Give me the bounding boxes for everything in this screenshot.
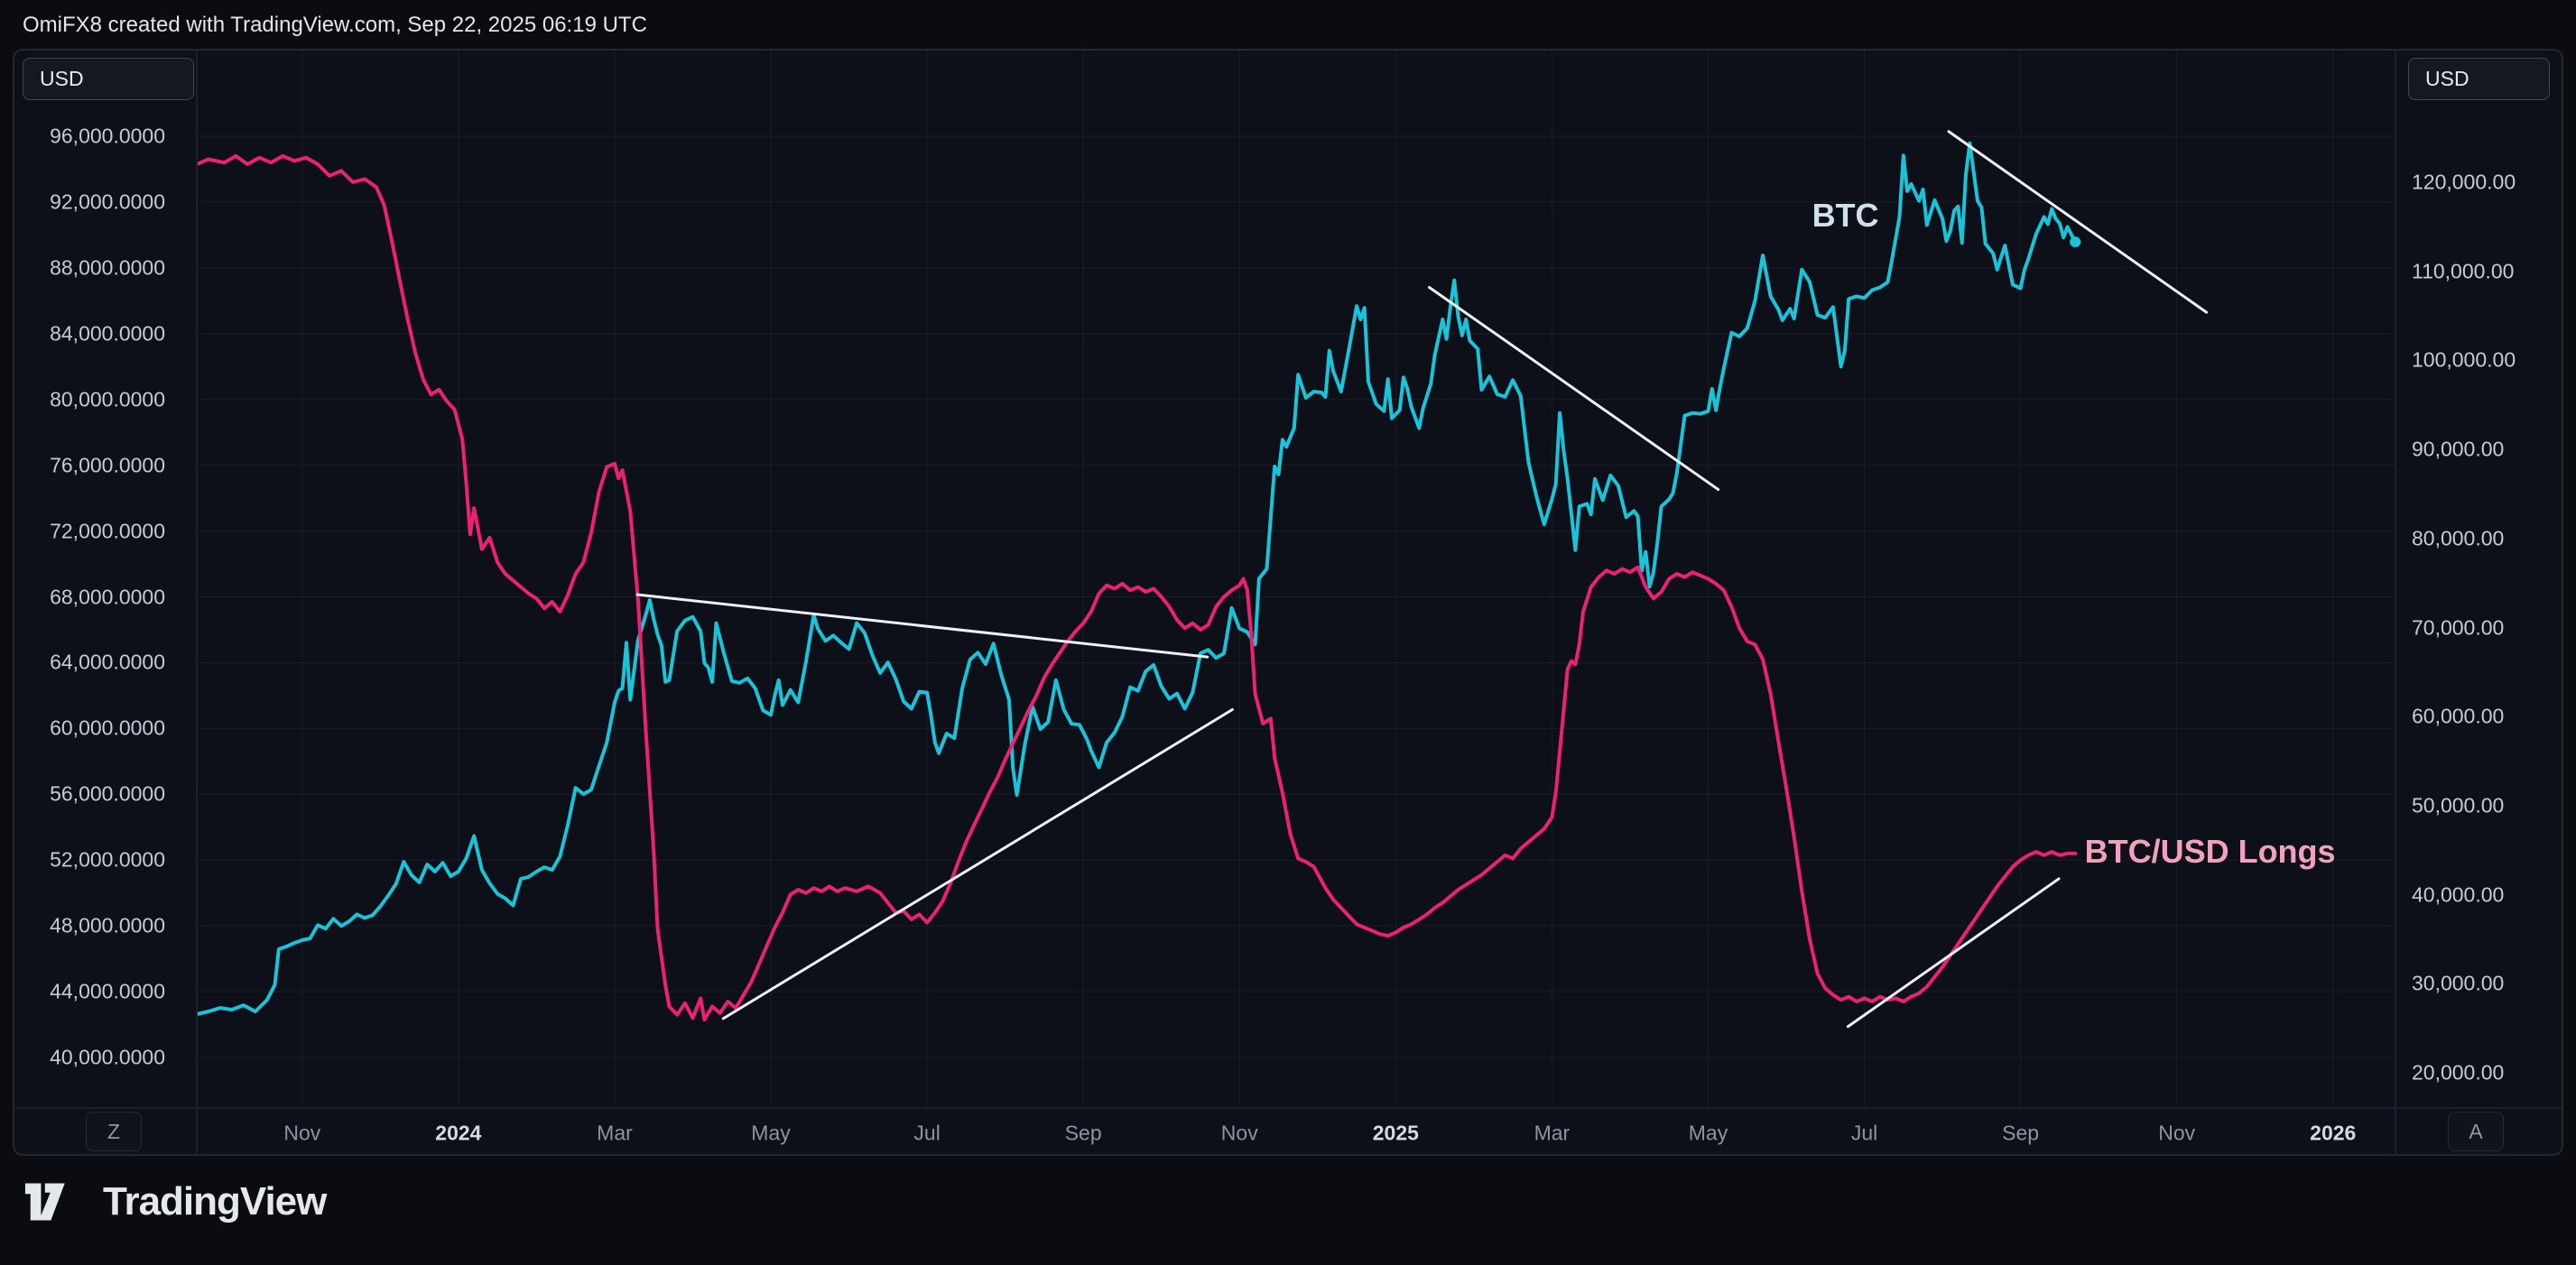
time-axis-tick: Nov xyxy=(2158,1121,2196,1145)
time-axis-tick: 2026 xyxy=(2310,1121,2357,1145)
time-axis-tick: Mar xyxy=(597,1121,633,1145)
series-line-btc[interactable] xyxy=(197,141,2078,1016)
time-axis-tick: May xyxy=(1688,1121,1728,1145)
time-scale[interactable]: Nov 2024 Mar May Jul Sep Nov 2025 Mar May Jul Sep No… xyxy=(0,0,2576,1155)
tradingview-logo-icon xyxy=(24,1183,65,1221)
time-axis-tick: Jul xyxy=(1850,1121,1878,1145)
left-axis-tick: 96,000.0000 xyxy=(50,124,165,148)
tradingview-wordmark: TradingView xyxy=(103,1179,327,1223)
right-axis-tick: 100,000.00 xyxy=(2412,347,2516,372)
time-axis-tick: May xyxy=(751,1121,791,1145)
left-price-scale-currency-button[interactable]: USD xyxy=(23,58,194,100)
left-axis-tick: 88,000.0000 xyxy=(50,255,165,280)
left-axis-tick: 40,000.0000 xyxy=(50,1045,165,1069)
right-axis-tick: 110,000.00 xyxy=(2412,259,2515,283)
left-axis-tick: 68,000.0000 xyxy=(50,585,165,608)
left-axis-tick: 60,000.0000 xyxy=(50,716,165,740)
left-axis-tick: 92,000.0000 xyxy=(50,189,165,214)
trendline-drawing[interactable] xyxy=(635,593,1209,659)
right-axis-tick: 30,000.00 xyxy=(2412,971,2505,995)
trendline-drawing[interactable] xyxy=(1947,130,2209,314)
left-axis-tick: 80,000.0000 xyxy=(50,387,165,411)
left-axis-tick: 76,000.0000 xyxy=(50,453,165,477)
left-price-scale[interactable]: 96,000.0000 92,000.0000 88,000.0000 84,000.… xyxy=(0,0,165,1155)
tradingview-logo[interactable]: TradingView xyxy=(23,1173,327,1231)
right-price-scale[interactable]: 120,000.00 110,000.00 100,000.00 90,000.00 8… xyxy=(2412,0,2576,1155)
left-axis-tick: 56,000.0000 xyxy=(50,781,165,806)
last-price-dot xyxy=(2070,236,2081,248)
left-axis-tick: 84,000.0000 xyxy=(50,321,165,346)
right-axis-tick: 50,000.00 xyxy=(2412,793,2505,817)
time-axis-tick: Sep xyxy=(1064,1121,1102,1145)
time-axis-tick: Sep xyxy=(2002,1121,2040,1145)
title-bar: OmiFX8 created with TradingView.com, Sep… xyxy=(0,0,2576,50)
right-axis-tick: 70,000.00 xyxy=(2412,615,2505,640)
left-axis-tick: 48,000.0000 xyxy=(50,913,165,937)
time-axis-tick: Jul xyxy=(913,1121,941,1145)
left-axis-tick: 52,000.0000 xyxy=(50,847,165,872)
trendline-drawing[interactable] xyxy=(721,707,1234,1020)
right-axis-tick: 120,000.00 xyxy=(2412,170,2516,194)
auto-scale-button[interactable]: A xyxy=(2448,1112,2504,1151)
trendline-drawing[interactable] xyxy=(1846,877,2061,1029)
trendline-drawing[interactable] xyxy=(1428,285,1720,492)
chart-pane xyxy=(13,49,2563,1156)
right-axis-tick: 80,000.00 xyxy=(2412,526,2505,550)
series-label-btc[interactable]: BTC xyxy=(1812,197,1879,234)
chart-title: OmiFX8 created with TradingView.com, Sep… xyxy=(23,12,647,37)
right-axis-tick: 40,000.00 xyxy=(2412,882,2505,907)
left-axis-tick: 64,000.0000 xyxy=(50,650,165,674)
left-axis-tick: 72,000.0000 xyxy=(50,519,165,543)
time-axis-tick: Nov xyxy=(1220,1121,1258,1145)
right-axis-tick: 90,000.00 xyxy=(2412,437,2505,461)
series-line-btc-usd-longs[interactable] xyxy=(197,153,2078,1022)
time-axis-tick: Nov xyxy=(283,1121,321,1145)
time-axis-tick: 2024 xyxy=(435,1121,482,1145)
timezone-button[interactable]: Z xyxy=(86,1112,142,1151)
time-axis-tick: Mar xyxy=(1534,1121,1571,1145)
series-label-btc-usd-longs[interactable]: BTC/USD Longs xyxy=(2085,833,2336,870)
right-price-scale-currency-button[interactable]: USD xyxy=(2408,58,2550,100)
left-axis-tick: 44,000.0000 xyxy=(50,979,165,1003)
right-axis-tick: 20,000.00 xyxy=(2412,1060,2505,1085)
right-axis-tick: 60,000.00 xyxy=(2412,704,2505,728)
time-axis-tick: 2025 xyxy=(1372,1121,1419,1145)
